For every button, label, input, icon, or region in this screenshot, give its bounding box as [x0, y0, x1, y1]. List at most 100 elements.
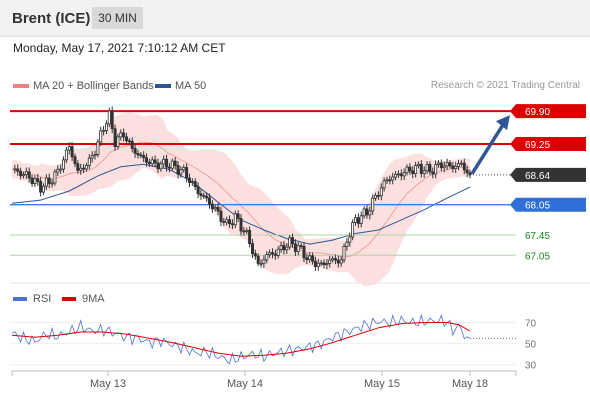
candle-body	[42, 185, 46, 193]
candle-body	[345, 241, 349, 247]
support-level-label-5: 67.05	[525, 251, 550, 262]
candle-body	[388, 179, 392, 182]
research-credit: Research © 2021 Trading Central	[430, 80, 580, 91]
candle-body	[113, 128, 117, 148]
candle-body	[50, 182, 54, 185]
price-level-box-3	[510, 197, 586, 212]
candle-body	[451, 165, 455, 169]
candle-body	[196, 186, 200, 195]
candle-body	[368, 210, 372, 216]
candle-body	[328, 259, 332, 264]
candle-body	[213, 206, 217, 210]
ma-bb-legend-label: MA 20 + Bollinger Bands	[33, 80, 154, 92]
candle-body	[67, 146, 71, 151]
candle-body	[56, 168, 60, 173]
candle-body	[311, 255, 315, 262]
candle-body	[408, 166, 412, 172]
candle-body	[391, 176, 395, 181]
candle-body	[21, 174, 25, 177]
candle-body	[322, 262, 326, 265]
candle-body	[442, 165, 446, 169]
candle-body	[70, 146, 74, 158]
candle-body	[210, 203, 214, 210]
candle-body	[305, 257, 309, 260]
candle-body	[233, 213, 237, 226]
candle-body	[119, 132, 123, 138]
candle-body	[273, 253, 277, 256]
x-axis-label: May 18	[452, 378, 488, 390]
candle-body	[24, 171, 28, 176]
candle-body	[396, 173, 400, 176]
candle-body	[448, 162, 452, 167]
rsi-tick-label: 70	[525, 319, 537, 330]
candle-body	[282, 245, 286, 251]
candle-body	[431, 171, 435, 175]
price-level-label-3: 68.05	[525, 201, 550, 212]
candle-body	[331, 258, 335, 261]
candle-body	[216, 206, 220, 212]
candle-body	[428, 164, 432, 173]
price-level-label-1: 69.25	[525, 140, 550, 151]
candle-body	[176, 165, 180, 175]
rsi-ma9-line	[11, 322, 471, 357]
candle-body	[36, 178, 40, 182]
candle-body	[239, 217, 243, 232]
candle-body	[84, 164, 88, 170]
candle-body	[185, 167, 189, 179]
forecast-arrow-shaft	[470, 122, 506, 175]
candle-body	[454, 165, 458, 169]
candle-body	[159, 163, 163, 170]
candle-body	[193, 181, 197, 188]
candle-body	[290, 237, 294, 245]
x-axis-label: May 14	[227, 378, 263, 390]
candle-body	[64, 149, 68, 161]
candle-body	[53, 171, 57, 184]
candle-body	[462, 162, 466, 171]
candle-body	[93, 154, 97, 157]
report-datetime: Monday, May 17, 2021 7:10:12 AM CET	[13, 41, 226, 55]
candle-body	[276, 248, 280, 256]
candle-body	[316, 262, 320, 268]
candle-body	[44, 177, 48, 187]
candle-body	[459, 162, 463, 165]
candle-body	[348, 236, 352, 243]
candle-body	[173, 160, 177, 166]
candle-body	[365, 208, 369, 216]
candle-body	[385, 179, 389, 182]
candle-body	[125, 136, 129, 142]
candle-body	[248, 229, 252, 244]
candle-body	[302, 245, 306, 259]
candle-body	[270, 252, 274, 255]
support-level-label-4: 67.45	[525, 231, 550, 242]
candle-body	[19, 170, 23, 177]
candle-body	[296, 245, 300, 252]
candle-body	[425, 164, 429, 172]
ma50-legend-swatch	[155, 84, 171, 88]
candle-body	[456, 163, 460, 167]
candle-body	[187, 177, 191, 183]
candle-body	[30, 177, 34, 184]
candle-body	[236, 213, 240, 219]
candle-body	[265, 254, 269, 261]
candle-body	[356, 217, 360, 224]
timeframe-button[interactable]: 30 MIN	[92, 7, 143, 29]
rsi-tick-label: 30	[525, 361, 537, 372]
candle-body	[222, 220, 226, 223]
ma20-line	[11, 141, 471, 258]
price-level-box-2	[510, 167, 586, 182]
candle-body	[199, 193, 203, 196]
rsi-line	[11, 313, 471, 365]
candle-body	[165, 158, 169, 168]
candle-body	[373, 194, 377, 199]
candle-body	[336, 259, 340, 264]
candle-body	[73, 156, 77, 165]
candle-body	[351, 222, 355, 238]
candle-body	[242, 230, 246, 233]
candle-body	[250, 243, 254, 255]
candle-body	[394, 173, 398, 178]
candle-body	[439, 162, 443, 169]
candle-body	[27, 171, 31, 179]
candle-body	[62, 159, 66, 170]
rsi-legend-label: RSI	[33, 293, 52, 305]
